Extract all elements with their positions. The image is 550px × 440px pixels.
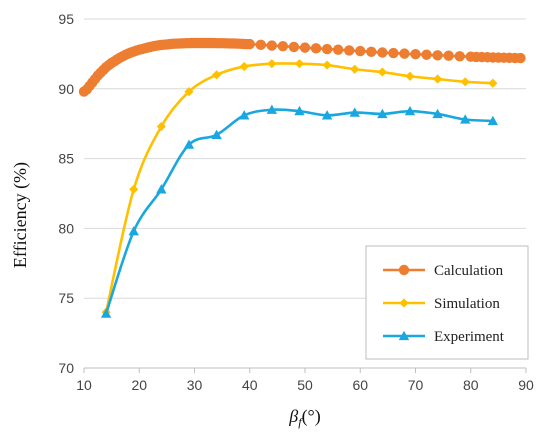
- x-tick-label: 60: [352, 377, 368, 393]
- series-simulation: [101, 59, 498, 317]
- data-point-simulation: [405, 71, 415, 81]
- data-point-calculation: [399, 48, 410, 59]
- x-axis-title-symbol: β: [288, 406, 298, 426]
- data-point-calculation: [321, 43, 333, 55]
- series-calculation: [78, 37, 526, 97]
- x-tick-label: 80: [463, 377, 479, 393]
- data-point-experiment: [377, 108, 388, 119]
- x-tick-label: 40: [242, 377, 258, 393]
- data-point-simulation: [460, 77, 470, 87]
- x-axis-title: βf(°): [288, 406, 321, 429]
- data-point-experiment: [460, 114, 471, 124]
- x-tick-label: 20: [131, 377, 147, 393]
- y-tick-label: 80: [58, 220, 74, 236]
- data-point-calculation: [443, 50, 454, 61]
- legend-marker-experiment: [398, 330, 410, 341]
- data-point-simulation: [129, 184, 139, 194]
- data-point-experiment: [349, 107, 360, 117]
- data-point-simulation: [156, 121, 166, 132]
- data-point-experiment: [128, 225, 139, 236]
- data-point-simulation: [184, 86, 194, 97]
- data-point-calculation: [266, 40, 278, 51]
- x-tick-label: 10: [76, 377, 92, 393]
- data-point-experiment: [156, 184, 167, 194]
- data-point-calculation: [344, 45, 355, 56]
- series-layer: [78, 37, 526, 318]
- data-point-calculation: [421, 49, 432, 60]
- y-tick-label: 95: [58, 11, 74, 27]
- data-point-experiment: [294, 105, 305, 116]
- legend-items: Calculation Simulation Experiment: [383, 263, 505, 345]
- data-point-calculation: [355, 45, 366, 57]
- y-axis-title: Efficiency (%): [10, 162, 31, 268]
- data-point-experiment: [432, 108, 443, 119]
- x-axis-title-subscript: f: [298, 415, 303, 429]
- x-tick-label: 70: [408, 377, 424, 393]
- data-point-calculation: [454, 51, 465, 62]
- legend-label-calculation: Calculation: [434, 263, 504, 279]
- data-point-simulation: [267, 59, 277, 69]
- data-point-experiment: [266, 104, 278, 114]
- legend: Calculation Simulation Experiment: [365, 245, 529, 360]
- data-point-simulation: [239, 61, 249, 72]
- data-point-experiment: [183, 139, 195, 149]
- data-point-simulation: [212, 70, 222, 80]
- data-point-calculation: [515, 52, 526, 64]
- x-tick-label: 30: [187, 377, 203, 393]
- data-point-simulation: [322, 60, 332, 70]
- data-point-calculation: [310, 43, 322, 54]
- data-point-calculation: [255, 39, 266, 51]
- data-point-experiment: [239, 110, 250, 120]
- legend-marker-simulation: [399, 298, 409, 308]
- y-tick-label: 70: [58, 360, 74, 376]
- data-point-calculation: [299, 42, 311, 53]
- data-point-calculation: [288, 41, 300, 53]
- data-point-simulation: [294, 59, 305, 69]
- data-point-calculation: [366, 46, 377, 58]
- y-tick-label: 90: [58, 81, 74, 97]
- data-point-calculation: [277, 41, 289, 52]
- data-point-simulation: [350, 64, 360, 74]
- data-point-calculation: [244, 38, 255, 50]
- data-point-simulation: [377, 67, 387, 77]
- data-point-calculation: [388, 47, 399, 59]
- data-point-calculation: [410, 48, 421, 60]
- x-tick-label: 90: [518, 377, 534, 393]
- data-point-experiment: [100, 308, 112, 318]
- legend-label-experiment: Experiment: [434, 329, 505, 345]
- data-point-simulation: [488, 78, 498, 88]
- y-tick-label: 85: [58, 151, 74, 167]
- legend-label-simulation: Simulation: [434, 296, 500, 312]
- data-point-experiment: [321, 110, 333, 120]
- series-experiment: [100, 104, 499, 318]
- x-tick-label: 50: [297, 377, 313, 393]
- data-point-calculation: [432, 50, 443, 61]
- data-point-experiment: [487, 115, 499, 126]
- data-point-calculation: [377, 47, 388, 58]
- data-point-experiment: [404, 105, 416, 116]
- y-tick-label: 75: [58, 290, 74, 306]
- x-axis-title-unit: (°): [302, 406, 321, 427]
- data-point-simulation: [433, 74, 443, 84]
- axes: 70 75 80 85 90 95 10 20 30 40 50 60 70 80 90: [58, 11, 534, 393]
- legend-marker-calculation: [398, 264, 410, 276]
- data-point-experiment: [211, 129, 222, 140]
- data-point-calculation: [332, 44, 344, 55]
